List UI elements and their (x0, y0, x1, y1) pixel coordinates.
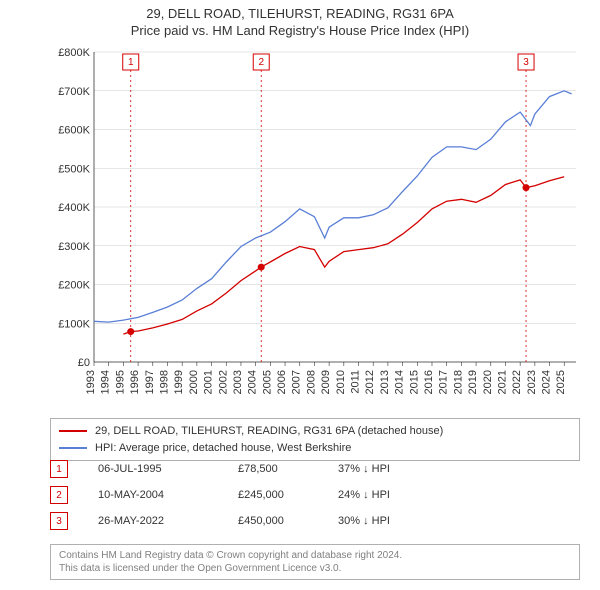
svg-text:2020: 2020 (482, 370, 494, 394)
svg-text:1: 1 (128, 57, 134, 68)
svg-text:1993: 1993 (85, 370, 97, 394)
sale-marker-pct: 30% ↓ HPI (338, 515, 458, 527)
sale-markers-table: 1 06-JUL-1995£78,50037% ↓ HPI 2 10-MAY-2004… (50, 460, 580, 538)
svg-text:2011: 2011 (350, 370, 362, 394)
sale-marker-price: £78,500 (238, 463, 338, 475)
svg-text:2017: 2017 (438, 370, 450, 394)
svg-text:2012: 2012 (364, 370, 376, 394)
svg-text:£0: £0 (78, 357, 90, 369)
svg-text:2018: 2018 (452, 370, 464, 394)
svg-text:£800K: £800K (58, 48, 90, 59)
sale-marker-number: 2 (50, 486, 68, 504)
svg-text:£200K: £200K (58, 280, 90, 292)
chart-title-block: 29, DELL ROAD, TILEHURST, READING, RG31 … (0, 0, 600, 38)
svg-text:2: 2 (258, 57, 264, 68)
svg-text:2003: 2003 (232, 370, 244, 394)
svg-text:£500K: £500K (58, 163, 90, 175)
sale-marker-row: 1 06-JUL-1995£78,50037% ↓ HPI (50, 460, 580, 478)
svg-text:2000: 2000 (188, 370, 200, 394)
svg-text:2014: 2014 (394, 370, 406, 394)
svg-text:1995: 1995 (114, 370, 126, 394)
svg-text:2025: 2025 (555, 370, 567, 394)
legend-swatch (59, 447, 87, 449)
svg-text:2006: 2006 (276, 370, 288, 394)
svg-text:2001: 2001 (203, 370, 215, 394)
svg-text:2008: 2008 (305, 370, 317, 394)
sale-marker-pct: 24% ↓ HPI (338, 489, 458, 501)
svg-text:2022: 2022 (511, 370, 523, 394)
svg-text:1996: 1996 (129, 370, 141, 394)
svg-text:2016: 2016 (423, 370, 435, 394)
license-text: Contains HM Land Registry data © Crown c… (50, 544, 580, 580)
sale-marker-date: 26-MAY-2022 (98, 515, 238, 527)
svg-text:2005: 2005 (261, 370, 273, 394)
svg-text:2004: 2004 (247, 370, 259, 394)
svg-text:1997: 1997 (144, 370, 156, 394)
svg-text:2019: 2019 (467, 370, 479, 394)
sale-marker-pct: 37% ↓ HPI (338, 463, 458, 475)
legend: 29, DELL ROAD, TILEHURST, READING, RG31 … (50, 418, 580, 461)
svg-text:£300K: £300K (58, 241, 90, 253)
svg-text:3: 3 (523, 57, 529, 68)
sale-marker-number: 1 (50, 460, 68, 478)
sale-marker-number: 3 (50, 512, 68, 530)
svg-text:2010: 2010 (335, 370, 347, 394)
sale-marker-date: 06-JUL-1995 (98, 463, 238, 475)
svg-text:2024: 2024 (541, 370, 553, 394)
svg-text:1998: 1998 (158, 370, 170, 394)
sale-marker-price: £245,000 (238, 489, 338, 501)
legend-item: HPI: Average price, detached house, West… (59, 440, 571, 457)
svg-text:2023: 2023 (526, 370, 538, 394)
svg-text:1994: 1994 (100, 370, 112, 394)
sale-marker-date: 10-MAY-2004 (98, 489, 238, 501)
svg-text:1999: 1999 (173, 370, 185, 394)
chart-title-address: 29, DELL ROAD, TILEHURST, READING, RG31 … (0, 6, 600, 21)
svg-text:2015: 2015 (408, 370, 420, 394)
svg-text:2013: 2013 (379, 370, 391, 394)
svg-text:£400K: £400K (58, 202, 90, 214)
sale-marker-row: 2 10-MAY-2004£245,00024% ↓ HPI (50, 486, 580, 504)
svg-text:£600K: £600K (58, 125, 90, 137)
sale-marker-price: £450,000 (238, 515, 338, 527)
svg-text:2021: 2021 (496, 370, 508, 394)
legend-item: 29, DELL ROAD, TILEHURST, READING, RG31 … (59, 423, 571, 440)
svg-text:2002: 2002 (217, 370, 229, 394)
license-line2: This data is licensed under the Open Gov… (59, 562, 571, 575)
legend-swatch (59, 430, 87, 432)
svg-text:£700K: £700K (58, 86, 90, 98)
legend-label: HPI: Average price, detached house, West… (95, 440, 351, 457)
legend-label: 29, DELL ROAD, TILEHURST, READING, RG31 … (95, 423, 443, 440)
svg-text:2009: 2009 (320, 370, 332, 394)
license-line1: Contains HM Land Registry data © Crown c… (59, 549, 571, 562)
sale-marker-row: 3 26-MAY-2022£450,00030% ↓ HPI (50, 512, 580, 530)
svg-text:£100K: £100K (58, 318, 90, 330)
svg-text:2007: 2007 (291, 370, 303, 394)
chart-title-subtitle: Price paid vs. HM Land Registry's House … (0, 23, 600, 38)
price-chart: £0 £100K £200K £300K £400K £500K £600K £700K £80… (50, 48, 580, 408)
